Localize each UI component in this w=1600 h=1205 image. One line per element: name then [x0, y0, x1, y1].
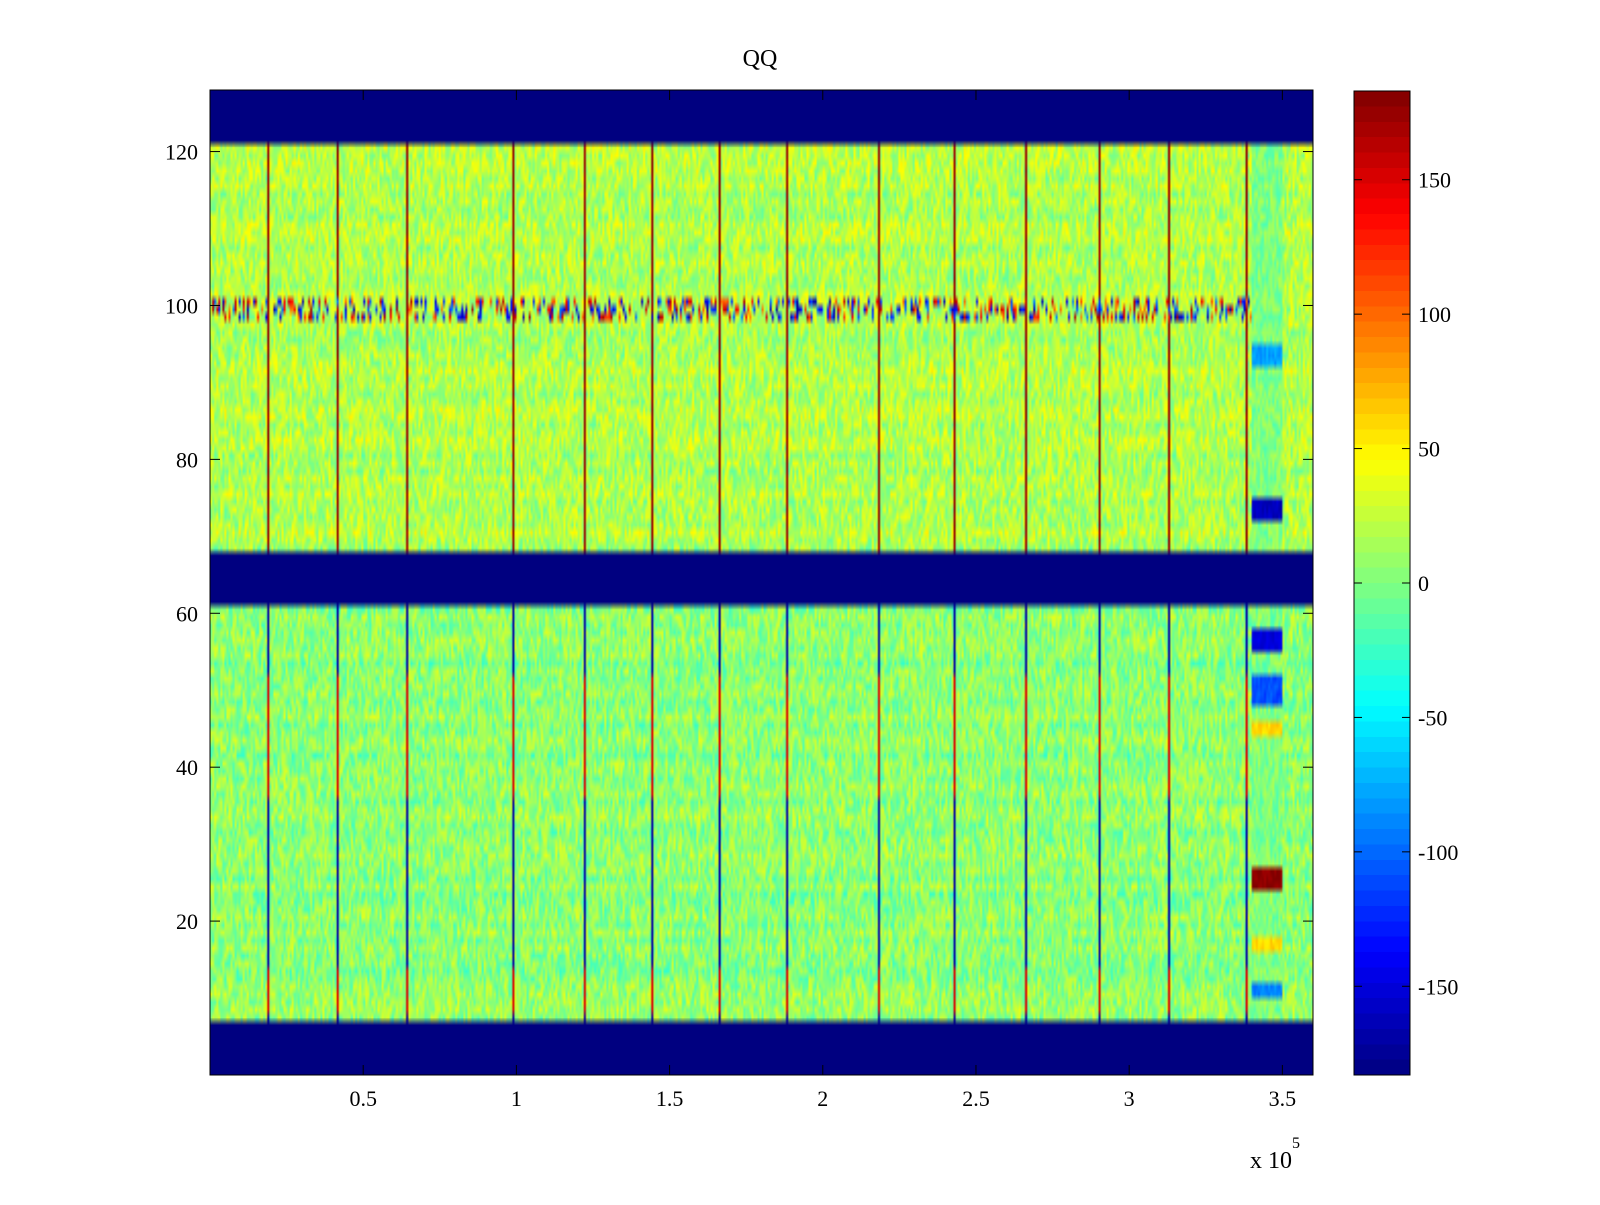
x-tick-label: 1	[511, 1086, 522, 1111]
x-axis-exponent: x 105	[1250, 1135, 1300, 1174]
colorbar-tick-label: 100	[1418, 302, 1451, 327]
colorbar-tick-label: 150	[1418, 168, 1451, 193]
y-tick-label: 100	[165, 293, 198, 318]
y-axis: 20 40 60 80 100 120	[165, 140, 1313, 934]
x-tick-label: 0.5	[349, 1086, 377, 1111]
plot-area	[209, 89, 1314, 1076]
x-tick-label: 3.5	[1269, 1086, 1297, 1111]
colorbar: 150 100 50 0 -50 -100 -150	[1353, 90, 1458, 1076]
colorbar-tick-label: -100	[1418, 840, 1458, 865]
colorbar-gradient	[1354, 91, 1410, 1075]
colorbar-tick-label: -150	[1418, 974, 1458, 999]
x-tick-label: 1.5	[656, 1086, 684, 1111]
plot-frame	[209, 89, 1314, 1076]
colorbar-ticks: 150 100 50 0 -50 -100 -150	[1354, 168, 1458, 999]
x-tick-label: 2.5	[962, 1086, 990, 1111]
colorbar-tick-label: 0	[1418, 571, 1429, 596]
y-tick-label: 80	[176, 447, 198, 472]
y-tick-label: 60	[176, 601, 198, 626]
y-tick-label: 20	[176, 909, 198, 934]
x-tick-label: 2	[817, 1086, 828, 1111]
x-tick-label: 3	[1124, 1086, 1135, 1111]
colorbar-tick-label: -50	[1418, 705, 1447, 730]
colorbar-tick-label: 50	[1418, 437, 1440, 462]
y-tick-label: 120	[165, 140, 198, 165]
chart-title: QQ	[743, 46, 778, 72]
heatmap-image	[210, 90, 1313, 1075]
x-axis: 0.5 1 1.5 2 2.5 3 3.5	[349, 90, 1296, 1111]
y-tick-label: 40	[176, 755, 198, 780]
